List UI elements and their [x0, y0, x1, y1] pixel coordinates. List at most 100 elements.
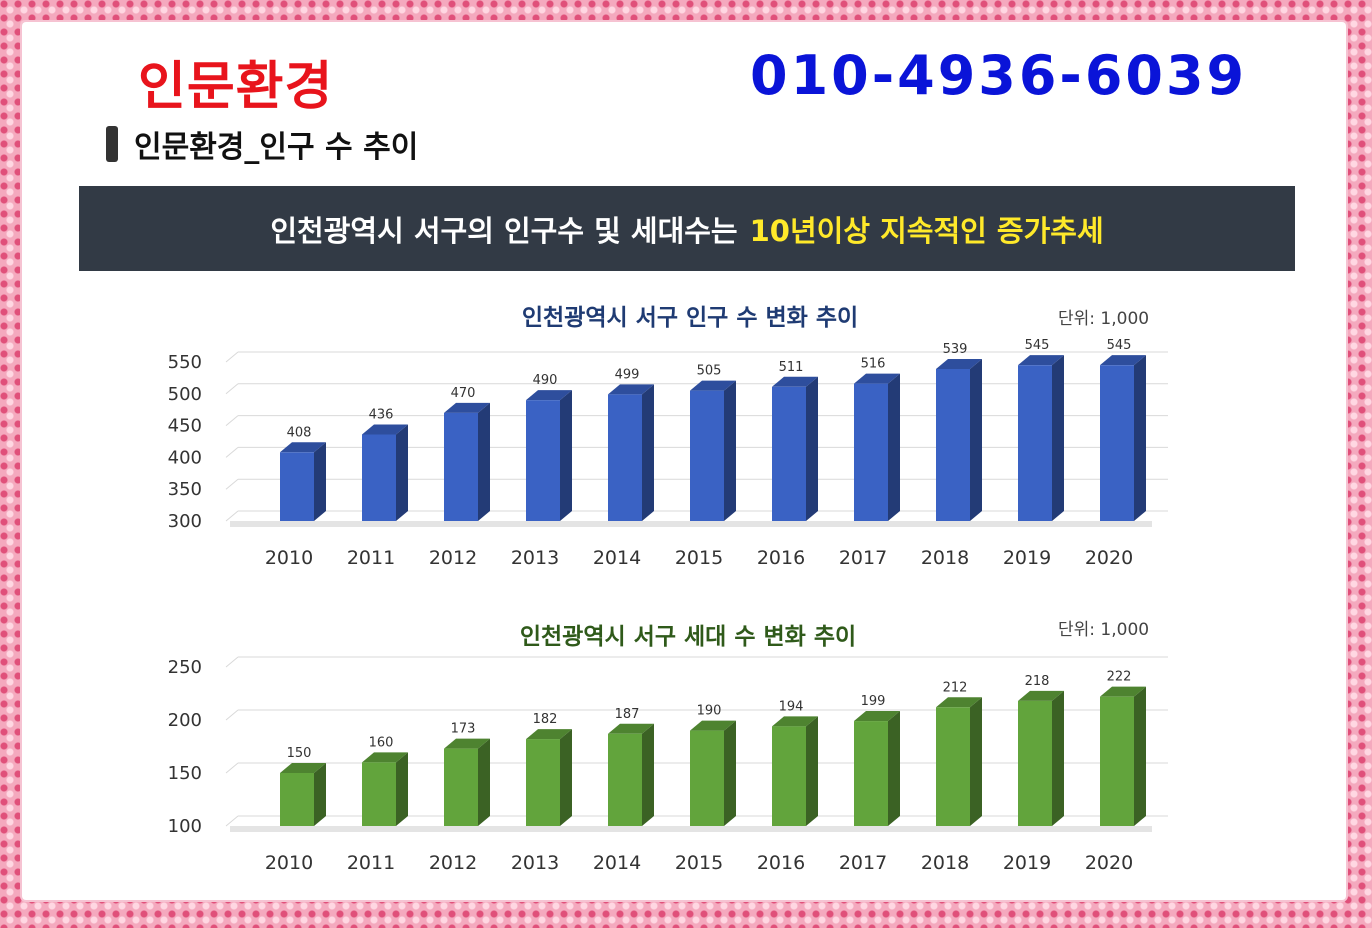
x-tick-label: 2011: [347, 852, 395, 874]
x-tick-label: 2013: [511, 852, 559, 874]
x-tick-label: 2016: [757, 852, 805, 874]
floor-shadow: [230, 521, 1152, 527]
data-label: 199: [861, 694, 886, 709]
data-label: 194: [779, 699, 804, 714]
data-label: 516: [861, 357, 886, 372]
grid-line: [225, 762, 239, 774]
y-tick-label: 200: [168, 710, 202, 731]
grid-line: [225, 383, 239, 395]
bar-side: [1052, 690, 1064, 826]
bar-top: [936, 697, 982, 708]
bar-top: [1018, 355, 1064, 366]
x-tick-label: 2019: [1003, 547, 1051, 569]
summary-banner: 인천광역시 서구의 인구수 및 세대수는 10년이상 지속적인 증가추세: [79, 186, 1295, 271]
bar: [1100, 696, 1134, 826]
bar: [608, 394, 642, 521]
data-label: 436: [369, 408, 394, 423]
bar-top: [280, 442, 326, 453]
data-label: 160: [369, 735, 394, 750]
data-label: 545: [1025, 338, 1050, 353]
data-label: 505: [697, 364, 722, 379]
bar-top: [608, 384, 654, 395]
brand-title: 인문환경: [138, 57, 334, 117]
bar-side: [314, 442, 326, 521]
x-tick-label: 2012: [429, 852, 477, 874]
bar-top: [280, 763, 326, 773]
y-tick-label: 150: [168, 763, 202, 784]
phone-number: 010-4936-6039: [750, 44, 1248, 107]
bar-top: [608, 723, 654, 734]
y-tick-label: 550: [168, 352, 202, 373]
y-tick-label: 400: [168, 447, 202, 468]
bar-top: [444, 402, 490, 413]
bar: [362, 434, 396, 521]
bar-top: [1018, 690, 1064, 701]
bar: [608, 733, 642, 826]
bar-top: [1100, 686, 1146, 697]
bar: [362, 762, 396, 826]
bar-top: [1100, 355, 1146, 366]
data-label: 408: [287, 425, 312, 440]
data-label: 499: [615, 367, 640, 382]
bar-side: [560, 390, 572, 521]
bar-side: [1134, 686, 1146, 826]
x-tick-label: 2017: [839, 547, 887, 569]
bar-side: [642, 384, 654, 521]
bar-side: [396, 424, 408, 521]
bar: [280, 452, 314, 521]
section-title: 인문환경_인구 수 추이: [134, 130, 419, 165]
bar-side: [724, 720, 736, 826]
bar: [1100, 365, 1134, 521]
y-tick-label: 500: [168, 384, 202, 405]
bar-top: [936, 358, 982, 369]
y-tick-label: 350: [168, 479, 202, 500]
bar-top: [772, 376, 818, 387]
bar-top: [854, 711, 900, 722]
bar: [444, 748, 478, 826]
bar: [854, 383, 888, 521]
bar: [772, 386, 806, 521]
grid-line: [225, 478, 239, 490]
x-tick-label: 2020: [1085, 852, 1133, 874]
bar: [936, 368, 970, 521]
x-tick-label: 2015: [675, 852, 723, 874]
population-unit-label: 단위: 1,000: [1058, 309, 1150, 329]
data-label: 182: [533, 712, 558, 727]
population-chart-title: 인천광역시 서구 인구 수 변화 추이: [521, 305, 859, 331]
data-label: 212: [943, 680, 968, 695]
x-tick-label: 2016: [757, 547, 805, 569]
banner-text: 인천광역시 서구의 인구수 및 세대수는: [270, 213, 738, 248]
data-label: 470: [451, 386, 476, 401]
data-label: 218: [1025, 674, 1050, 689]
bar-top: [772, 716, 818, 727]
bar: [690, 730, 724, 826]
bar-top: [526, 729, 572, 740]
section-marker: [106, 126, 118, 162]
x-tick-label: 2019: [1003, 852, 1051, 874]
bar-side: [970, 358, 982, 521]
bar: [690, 390, 724, 521]
bar-side: [642, 723, 654, 826]
bar: [526, 739, 560, 826]
bar-side: [724, 380, 736, 521]
y-tick-label: 250: [168, 657, 202, 678]
x-tick-label: 2018: [921, 852, 969, 874]
grid-line: [225, 709, 239, 721]
bar-top: [444, 738, 490, 749]
data-label: 490: [533, 373, 558, 388]
bar: [1018, 700, 1052, 826]
data-label: 173: [451, 722, 476, 737]
bar-side: [314, 763, 326, 826]
x-tick-label: 2010: [265, 852, 313, 874]
x-tick-label: 2020: [1085, 547, 1133, 569]
x-tick-label: 2014: [593, 852, 641, 874]
data-label: 222: [1107, 670, 1132, 685]
bar: [854, 721, 888, 826]
bar: [936, 707, 970, 826]
bar: [526, 400, 560, 521]
data-label: 545: [1107, 338, 1132, 353]
bar-top: [690, 720, 736, 731]
x-tick-label: 2014: [593, 547, 641, 569]
bar-top: [526, 390, 572, 401]
